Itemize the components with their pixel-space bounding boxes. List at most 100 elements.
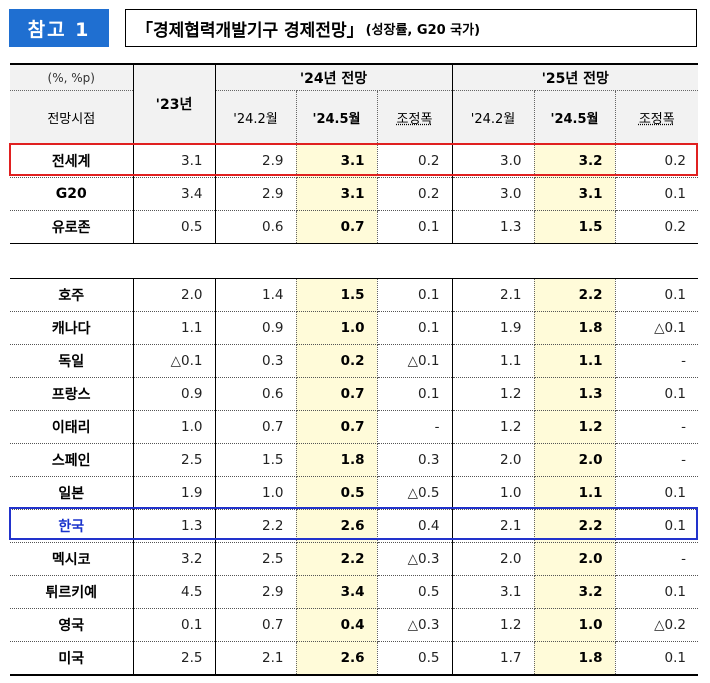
country-name: 한국 <box>10 509 134 543</box>
country-name: 튀르키예 <box>10 575 134 609</box>
table-row: 유로존 0.5 0.6 0.7 0.1 1.3 1.5 0.2 <box>10 210 699 244</box>
value-24-may: 3.4 <box>296 575 378 609</box>
value-25-may: 3.2 <box>534 575 616 609</box>
table-row: 독일 △0.1 0.3 0.2 △0.1 1.1 1.1- <box>10 344 699 378</box>
value-2023: 0.5 <box>133 210 216 244</box>
col-header-25-may: '24.5월 <box>534 90 616 144</box>
group-header-2025: '25년 전망 <box>452 64 699 91</box>
value-25-adj: 0.1 <box>615 177 699 211</box>
value-25-adj: - <box>615 410 699 444</box>
value-25-feb: 2.1 <box>452 509 535 543</box>
viewpoint-label: 전망시점 <box>10 90 134 144</box>
value-24-may: 2.2 <box>296 542 378 576</box>
value-2023: 3.4 <box>133 177 216 211</box>
value-24-may: 0.4 <box>296 608 378 642</box>
value-24-may: 1.0 <box>296 311 378 345</box>
value-25-adj: △0.2 <box>615 608 699 642</box>
country-name: 호주 <box>10 278 134 312</box>
value-24-adj: 0.5 <box>377 575 453 609</box>
value-24-adj: △0.5 <box>377 476 453 510</box>
value-24-adj: 0.5 <box>377 641 453 676</box>
value-25-may: 1.1 <box>534 344 616 378</box>
value-24-feb: 2.5 <box>215 542 297 576</box>
value-24-feb: 0.7 <box>215 608 297 642</box>
value-25-may: 3.1 <box>534 177 616 211</box>
value-24-may: 0.5 <box>296 476 378 510</box>
col-header-25-adj: 조정폭 <box>615 90 699 144</box>
value-2023: 0.1 <box>133 608 216 642</box>
country-name: 이태리 <box>10 410 134 444</box>
value-25-may: 1.8 <box>534 311 616 345</box>
value-25-may: 1.0 <box>534 608 616 642</box>
value-25-may: 1.2 <box>534 410 616 444</box>
value-24-adj: - <box>377 410 453 444</box>
table-row: 미국 2.5 2.1 2.6 0.5 1.7 1.8 0.1 <box>10 641 699 676</box>
value-25-may: 1.1 <box>534 476 616 510</box>
value-24-adj: 0.2 <box>377 177 453 211</box>
value-24-feb: 1.0 <box>215 476 297 510</box>
country-name: G20 <box>10 177 134 211</box>
value-25-feb: 2.1 <box>452 278 535 312</box>
value-25-may: 1.8 <box>534 641 616 676</box>
value-24-may: 2.6 <box>296 641 378 676</box>
section-badge: 참고 1 <box>9 9 109 47</box>
table-row: 튀르키예 4.5 2.9 3.4 0.5 3.1 3.2 0.1 <box>10 575 699 609</box>
value-24-feb: 2.2 <box>215 509 297 543</box>
value-25-adj: 0.1 <box>615 575 699 609</box>
value-24-adj: △0.3 <box>377 542 453 576</box>
table-row: 전세계 3.1 2.9 3.1 0.2 3.0 3.2 0.2 <box>10 144 699 178</box>
value-25-may: 3.2 <box>534 144 616 178</box>
country-name: 독일 <box>10 344 134 378</box>
table-row: 멕시코 3.2 2.5 2.2 △0.3 2.0 2.0- <box>10 542 699 576</box>
table-row: 한국 1.3 2.2 2.6 0.4 2.1 2.2 0.1 <box>10 509 699 543</box>
value-24-feb: 0.3 <box>215 344 297 378</box>
table-row: 이태리 1.0 0.7 0.7-1.2 1.2- <box>10 410 699 444</box>
value-25-adj: 0.1 <box>615 476 699 510</box>
value-25-adj: 0.2 <box>615 144 699 178</box>
forecast-table: (%, %p) '23년 '24년 전망 '25년 전망 전망시점 '24.2월… <box>10 63 699 676</box>
value-2023: 2.5 <box>133 641 216 676</box>
value-25-may: 2.0 <box>534 542 616 576</box>
value-25-feb: 1.2 <box>452 377 535 411</box>
page-title: 「경제협력개발기구 경제전망」 (성장률, G20 국가) <box>125 9 697 47</box>
value-24-adj: △0.1 <box>377 344 453 378</box>
value-25-feb: 1.0 <box>452 476 535 510</box>
value-24-feb: 2.9 <box>215 575 297 609</box>
value-24-feb: 1.5 <box>215 443 297 477</box>
value-2023: △0.1 <box>133 344 216 378</box>
value-24-adj: 0.1 <box>377 377 453 411</box>
col-header-25-feb: '24.2월 <box>452 90 535 144</box>
value-25-feb: 3.0 <box>452 144 535 178</box>
value-25-adj: - <box>615 344 699 378</box>
table-row: 프랑스 0.9 0.6 0.7 0.1 1.2 1.3 0.1 <box>10 377 699 411</box>
value-24-may: 3.1 <box>296 144 378 178</box>
table-row: G20 3.4 2.9 3.1 0.2 3.0 3.1 0.1 <box>10 177 699 211</box>
value-24-adj: 0.2 <box>377 144 453 178</box>
table-body: 전세계 3.1 2.9 3.1 0.2 3.0 3.2 0.2 G20 3.4 2.9 3.1 0.2 3… <box>10 144 699 676</box>
value-25-adj: 0.1 <box>615 509 699 543</box>
value-2023: 0.9 <box>133 377 216 411</box>
value-2023: 1.0 <box>133 410 216 444</box>
value-25-adj: - <box>615 443 699 477</box>
col-header-24-may: '24.5월 <box>296 90 378 144</box>
country-name: 일본 <box>10 476 134 510</box>
value-2023: 4.5 <box>133 575 216 609</box>
value-25-adj: - <box>615 542 699 576</box>
value-25-feb: 2.0 <box>452 542 535 576</box>
country-name: 유로존 <box>10 210 134 244</box>
value-25-feb: 1.9 <box>452 311 535 345</box>
col-header-2023: '23년 <box>133 64 216 144</box>
value-2023: 3.1 <box>133 144 216 178</box>
value-25-adj: 0.1 <box>615 377 699 411</box>
table-row: 영국 0.1 0.7 0.4 △0.3 1.2 1.0 △0.2 <box>10 608 699 642</box>
value-24-may: 0.7 <box>296 410 378 444</box>
country-name: 멕시코 <box>10 542 134 576</box>
col-header-24-feb: '24.2월 <box>215 90 297 144</box>
value-24-adj: 0.4 <box>377 509 453 543</box>
section-gap <box>10 243 699 279</box>
value-2023: 2.0 <box>133 278 216 312</box>
country-name: 전세계 <box>10 144 134 178</box>
value-25-feb: 3.0 <box>452 177 535 211</box>
table-row: 캐나다 1.1 0.9 1.0 0.1 1.9 1.8 △0.1 <box>10 311 699 345</box>
table-row: 호주 2.0 1.4 1.5 0.1 2.1 2.2 0.1 <box>10 278 699 312</box>
